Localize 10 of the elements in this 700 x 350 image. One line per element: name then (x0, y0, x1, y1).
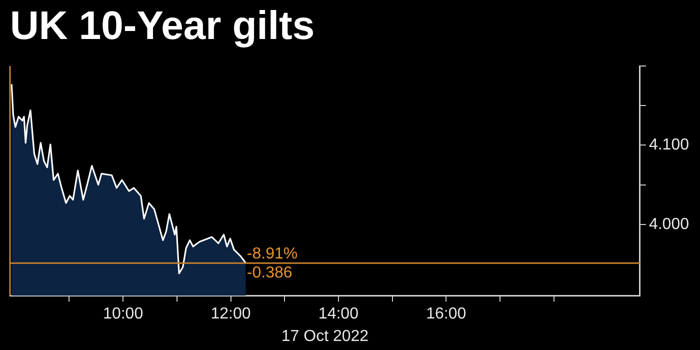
annotation: -0.386 (246, 264, 292, 282)
x-tick-label: 10:00 (103, 306, 144, 323)
y-tick-label: 4.000 (648, 216, 690, 233)
annotation: -8.91% (246, 246, 298, 263)
x-tick-label: 14:00 (318, 306, 359, 323)
chart-title: UK 10-Year gilts (10, 4, 315, 48)
x-axis-title: 17 Oct 2022 (281, 328, 369, 345)
x-tick-label: 16:00 (426, 306, 466, 323)
y-tick-label: 4.100 (648, 136, 690, 154)
x-tick-label: 12:00 (210, 306, 251, 323)
